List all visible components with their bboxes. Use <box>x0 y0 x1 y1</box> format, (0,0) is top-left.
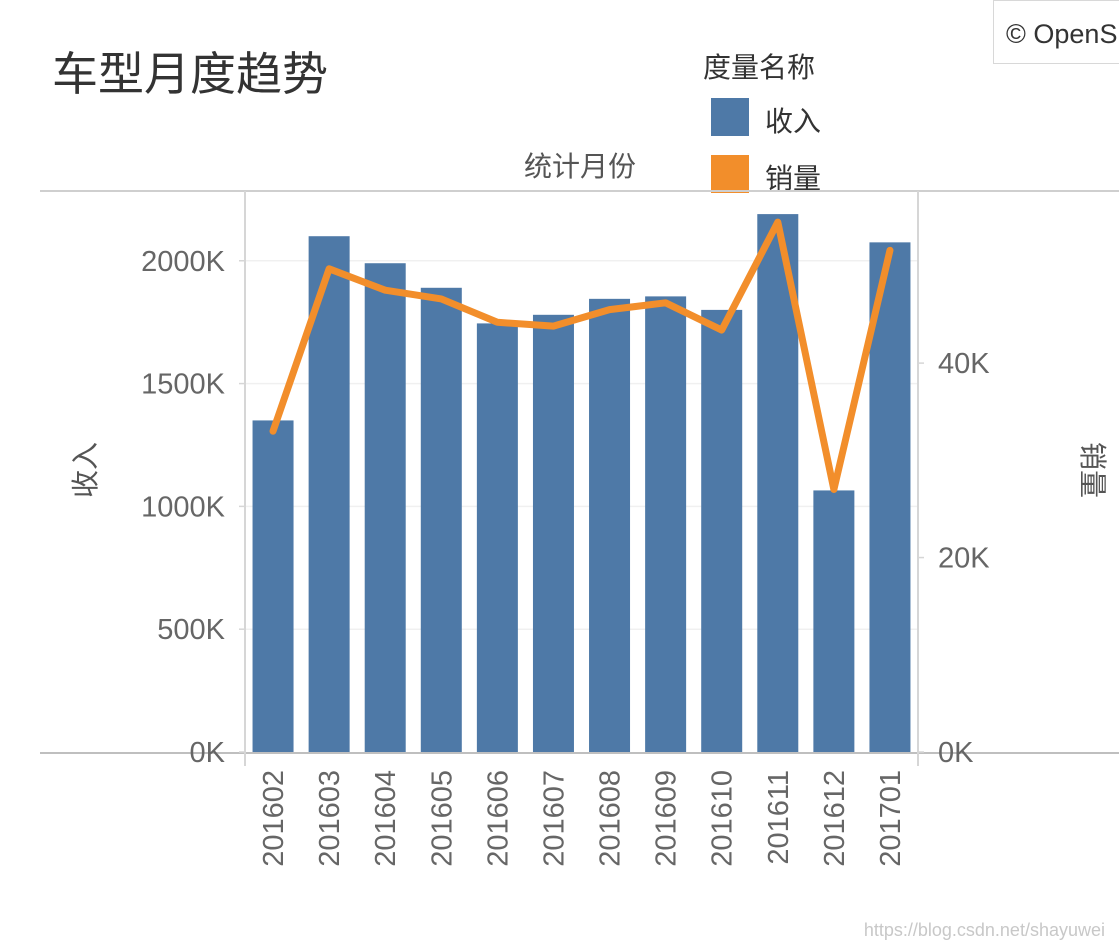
bar-revenue-201607[interactable] <box>532 314 574 752</box>
point-sales-201607[interactable] <box>551 324 556 329</box>
point-sales-201610[interactable] <box>719 328 724 333</box>
bar-revenue-201612[interactable] <box>813 490 855 752</box>
bar-revenue-201609[interactable] <box>645 296 687 752</box>
y-tick-label-1: 500K <box>157 614 225 646</box>
bar-revenue-201606[interactable] <box>476 323 518 752</box>
gridlines <box>245 260 918 630</box>
x-tick-label-201606: 201606 <box>482 770 514 867</box>
x-tick-label-201602: 201602 <box>258 770 290 867</box>
y2-tick-label-0: 0K <box>938 737 974 769</box>
y-tick-label-0: 0K <box>190 737 226 769</box>
tick-labels: 0K 500K 1000K 1500K 2000K 0K 20K 40K 201602 20160… <box>141 246 990 867</box>
legend-swatch-revenue[interactable] <box>711 98 749 136</box>
point-sales-201603[interactable] <box>327 266 332 271</box>
bar-revenue-201604[interactable] <box>364 263 406 752</box>
x-axis-header: 统计月份 <box>524 150 636 183</box>
x-tick-label-201608: 201608 <box>595 770 627 867</box>
x-tick-label-201611: 201611 <box>763 770 795 865</box>
x-tick-label-201607: 201607 <box>538 770 570 867</box>
legend-swatch-sales[interactable] <box>711 155 749 193</box>
point-sales-201611[interactable] <box>775 220 780 225</box>
x-tick-label-201610: 201610 <box>707 770 739 867</box>
point-sales-201604[interactable] <box>383 288 388 293</box>
point-sales-201605[interactable] <box>439 296 444 301</box>
x-tick-label-201603: 201603 <box>314 770 346 867</box>
bar-revenue-201605[interactable] <box>420 287 462 752</box>
chart-title: 车型月度趋势 <box>52 47 328 101</box>
bar-revenue-201603[interactable] <box>308 236 350 753</box>
bar-revenue-201610[interactable] <box>701 309 743 752</box>
y2-tick-label-2: 40K <box>938 348 990 380</box>
bar-series-revenue <box>252 214 911 753</box>
x-tick-label-201612: 201612 <box>819 770 851 867</box>
x-tick-label-201609: 201609 <box>651 770 683 867</box>
point-sales-201602[interactable] <box>271 429 276 434</box>
y-tick-label-2: 1000K <box>141 491 226 523</box>
x-tick-label-201701: 201701 <box>875 770 907 867</box>
point-sales-201608[interactable] <box>607 307 612 312</box>
y2-tick-label-1: 20K <box>938 543 990 575</box>
bar-revenue-201701[interactable] <box>869 242 911 752</box>
point-sales-201701[interactable] <box>887 248 892 253</box>
y-tick-label-4: 2000K <box>141 246 226 278</box>
line-sales[interactable] <box>269 218 894 493</box>
legend-label-revenue[interactable]: 收入 <box>765 105 821 138</box>
bar-revenue-201602[interactable] <box>252 420 294 752</box>
map-credit[interactable]: © OpenS <box>993 0 1119 64</box>
x-tick-label-201605: 201605 <box>426 770 458 867</box>
line-series-sales <box>269 218 894 493</box>
point-sales-201606[interactable] <box>495 320 500 325</box>
y-tick-label-3: 1500K <box>141 369 226 401</box>
y2-axis-label: 销量 <box>1076 442 1109 498</box>
legend-label-sales[interactable]: 销量 <box>765 162 821 195</box>
point-sales-201612[interactable] <box>831 487 836 492</box>
watermark: https://blog.csdn.net/shayuwei <box>863 920 1105 940</box>
point-sales-201609[interactable] <box>663 300 668 305</box>
axes <box>40 190 1119 766</box>
y-axis-label: 收入 <box>69 442 102 498</box>
x-tick-label-201604: 201604 <box>370 770 402 867</box>
bar-revenue-201608[interactable] <box>589 298 631 752</box>
legend-title: 度量名称 <box>703 51 815 84</box>
